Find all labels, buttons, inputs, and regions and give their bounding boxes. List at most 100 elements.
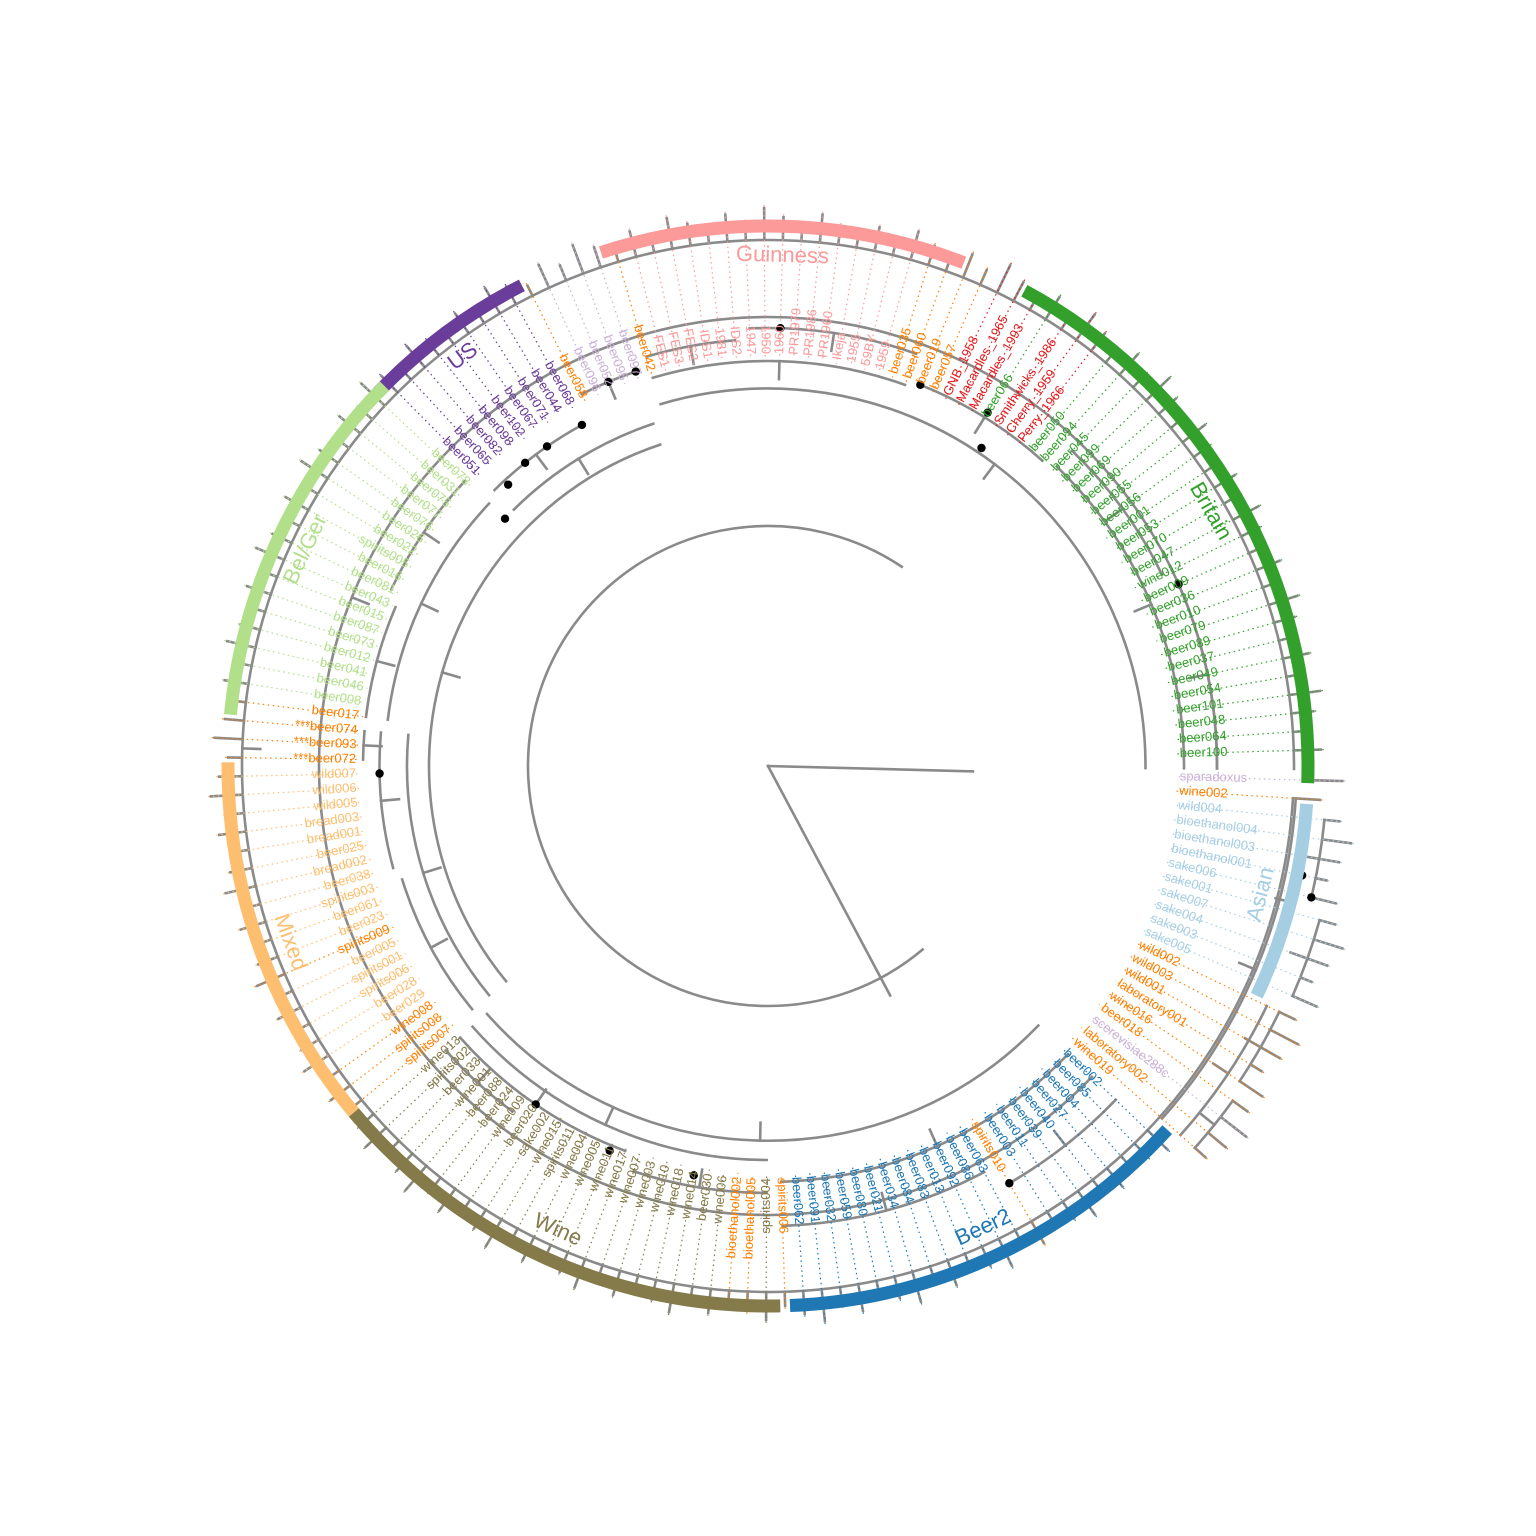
internal-arc — [405, 733, 491, 998]
terminal-branch — [1206, 1130, 1228, 1150]
leaf-label: spirits006 — [775, 1178, 792, 1234]
internal-branch — [419, 601, 440, 613]
leaf-guide — [592, 244, 639, 380]
support-dot — [604, 377, 613, 387]
leaf-guide — [744, 219, 752, 359]
leaf-guide — [1007, 1095, 1098, 1218]
internal-arc — [427, 442, 662, 984]
leaf-label: PR1986 — [800, 308, 820, 356]
leaf-guide — [1128, 955, 1301, 1047]
leaf-label: FES2 — [681, 327, 702, 362]
terminal-branch — [1298, 975, 1314, 984]
leaf-guide — [1122, 967, 1283, 1061]
leaf-label: wine006 — [709, 1175, 729, 1226]
leaf-guide — [1041, 1068, 1131, 1167]
clade-arc-bel-ger — [223, 381, 390, 716]
leaf-guide — [823, 1170, 844, 1308]
leaf-label: wild004 — [1176, 797, 1222, 816]
leaf-label: Ikeja — [829, 331, 849, 361]
leaf-guide — [878, 228, 920, 374]
leaf-label: beer030 — [693, 1172, 715, 1221]
leaf-guide — [257, 899, 384, 945]
leaf-labels: sparadoxuswine002wild004bioethanol004bio… — [293, 307, 1258, 1259]
internal-arc — [485, 1012, 1041, 1143]
leaf-guide — [1090, 1015, 1249, 1139]
clade-arc-us — [373, 279, 525, 398]
leaf-guide — [1141, 929, 1320, 1009]
leaf-guide — [633, 1161, 668, 1290]
leaf-guide — [994, 312, 1073, 428]
internal-branch — [379, 797, 401, 803]
terminal-branch — [1312, 937, 1345, 951]
leaf-guide — [286, 518, 406, 581]
internal-branch — [375, 659, 396, 668]
leaf-label: wild006 — [311, 780, 357, 797]
terminal-branch — [571, 243, 585, 276]
leaf-label: IDS1 — [697, 329, 716, 360]
support-dot — [531, 1100, 540, 1109]
leaf-guide — [1152, 902, 1331, 968]
leaf-guide — [1172, 818, 1354, 845]
leaf-guide — [1160, 615, 1298, 656]
internal-branch — [829, 331, 836, 353]
leaf-guide — [378, 373, 482, 477]
clade-arc-wine — [348, 1108, 781, 1313]
internal-branch — [534, 452, 549, 471]
leaf-guide — [984, 1111, 1056, 1224]
leaf-label: beer091 — [804, 1175, 824, 1224]
leaf-guide — [1114, 980, 1265, 1074]
support-dot — [631, 367, 640, 376]
leaf-label: beer064 — [1179, 728, 1228, 746]
internal-branch — [973, 415, 987, 435]
leaf-label: beer017 — [311, 702, 360, 723]
terminal-branch — [525, 284, 535, 298]
clade-arc-beer2 — [789, 1125, 1173, 1313]
leaf-guide — [394, 1066, 493, 1174]
leaf-guide — [1071, 1037, 1208, 1160]
internal-branch — [1288, 950, 1310, 961]
leaf-guide — [1018, 330, 1107, 445]
leaf-guide — [471, 1109, 550, 1232]
leaf-label: 1950 — [759, 325, 774, 354]
leaf-label: PR1960 — [814, 310, 835, 359]
clade-arc-guinness — [598, 219, 967, 269]
leaf-guide — [223, 801, 362, 816]
leaf-label: PR1979 — [786, 307, 804, 355]
leaf-guide — [727, 1172, 739, 1304]
leaf-label: 1981 — [712, 327, 730, 357]
internal-branch — [1133, 602, 1154, 614]
leaf-guide — [1081, 1026, 1229, 1150]
clade-label: Beer2 — [951, 1203, 1015, 1250]
internal-branch — [422, 530, 441, 545]
leaf-label: ***beer074 — [294, 717, 358, 737]
internal-branch — [240, 747, 262, 751]
terminal-branch — [1248, 1062, 1264, 1074]
support-dot — [916, 380, 925, 389]
internal-branch — [440, 670, 462, 679]
clade-label: Wine — [530, 1207, 586, 1250]
leaf-guide — [1113, 472, 1238, 551]
leaf-guide — [232, 700, 364, 718]
main-arc — [526, 524, 925, 1008]
leaf-guide — [296, 965, 413, 1032]
leaf-guide — [221, 679, 366, 703]
terminal-branch — [1314, 876, 1328, 882]
leaf-label: 1960 — [771, 325, 787, 354]
leaf-label: bioethanol005 — [740, 1177, 758, 1259]
leaf-guide-lines — [207, 205, 1354, 1325]
internal-branch — [1237, 961, 1258, 972]
tree-branches — [209, 206, 1353, 1323]
internal-branch — [421, 865, 443, 875]
leaf-guide — [1134, 525, 1263, 589]
support-dot — [605, 1146, 614, 1155]
leaf-label: wine002 — [1178, 783, 1228, 801]
leaf-guide — [1098, 1003, 1251, 1114]
leaf-guide — [224, 639, 371, 675]
leaf-guide — [1160, 875, 1339, 926]
support-dot — [977, 443, 986, 453]
leaf-guide — [613, 247, 653, 376]
internal-branch — [880, 1191, 889, 1213]
internal-branch — [1198, 1111, 1217, 1127]
leaf-label: 59BY — [857, 333, 879, 368]
